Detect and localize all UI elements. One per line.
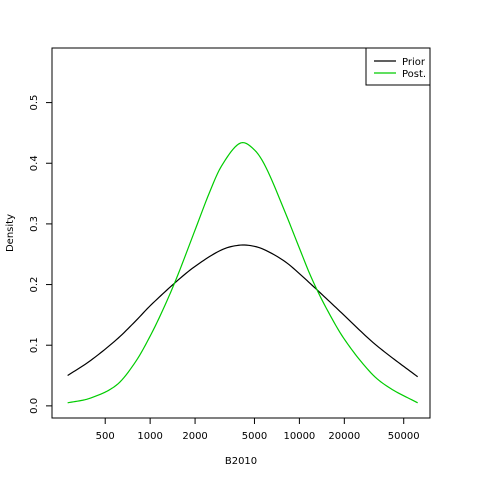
legend-prior-label: Prior	[402, 57, 426, 68]
y-tick-label: 0.1	[29, 337, 40, 353]
x-tick-label: 500	[96, 431, 115, 442]
legend: Prior Post.	[365, 47, 431, 86]
x-tick-label: 2000	[182, 431, 207, 442]
x-axis-title: B2010	[225, 456, 257, 467]
y-axis-title: Density	[5, 214, 16, 252]
x-tick-label: 50000	[388, 431, 420, 442]
legend-box	[365, 47, 431, 86]
y-tick-label: 0.3	[29, 216, 40, 232]
series-layer	[67, 141, 419, 404]
y-tick-label: 0.4	[29, 155, 40, 171]
y-axis: 0.0 0.1 0.2 0.3 0.4 0.5	[29, 95, 53, 414]
x-tick-label: 10000	[283, 431, 315, 442]
y-tick-label: 0.2	[29, 277, 40, 293]
legend-post-label: Post.	[402, 69, 426, 80]
series-line-post	[67, 141, 418, 404]
x-axis: 500 1000 2000 5000 10000 20000 50000	[96, 417, 420, 442]
x-tick-label: 5000	[242, 431, 267, 442]
x-tick-label: 20000	[328, 431, 360, 442]
plot-frame	[51, 47, 431, 419]
y-tick-label: 0.5	[29, 95, 40, 111]
series-line-prior	[67, 244, 419, 378]
x-tick-label: 1000	[137, 431, 162, 442]
y-tick-label: 0.0	[29, 398, 40, 414]
